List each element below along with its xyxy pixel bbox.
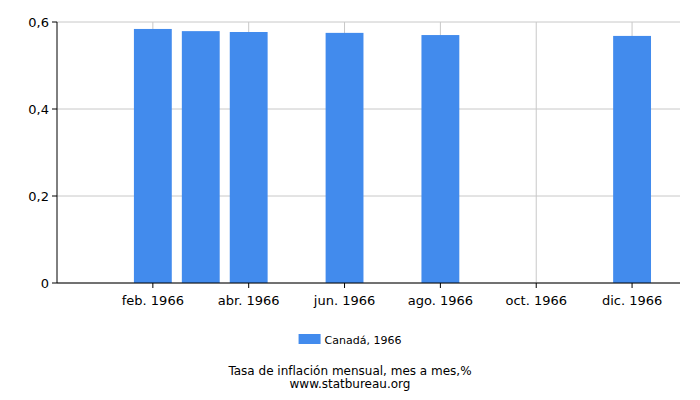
- axes: 0 0,2 0,4 0,6 feb. 1966 abr. 1966 jun. 1966 ago…: [28, 15, 662, 309]
- x-tick: [632, 283, 633, 288]
- y-tick-label: 0,2: [28, 189, 49, 204]
- y-tick: [52, 109, 57, 110]
- legend-label: Canadá, 1966: [325, 334, 402, 347]
- x-tick-label: jun. 1966: [313, 293, 375, 308]
- bar: [230, 32, 268, 283]
- y-tick: [52, 196, 57, 197]
- legend-swatch: [299, 334, 321, 344]
- bar: [182, 31, 220, 283]
- x-tick-label: oct. 1966: [505, 293, 567, 308]
- y-tick: [52, 283, 57, 284]
- chart-title: Tasa de inflación mensual, mes a mes,%: [227, 364, 471, 378]
- x-tick: [344, 283, 345, 288]
- chart-svg: 0 0,2 0,4 0,6 feb. 1966 abr. 1966 jun. 1966 ago…: [0, 0, 700, 400]
- x-tick: [152, 283, 153, 288]
- chart-subtitle: www.statbureau.org: [290, 377, 411, 391]
- x-tick: [440, 283, 441, 288]
- y-grid-line: [57, 283, 680, 284]
- y-axis-line: [57, 22, 58, 283]
- y-grid-line: [57, 22, 680, 23]
- bars: [134, 29, 651, 283]
- x-tick: [248, 283, 249, 288]
- y-tick: [52, 22, 57, 23]
- grid: [57, 22, 680, 283]
- x-tick-label: abr. 1966: [218, 293, 280, 308]
- chart-container: 0 0,2 0,4 0,6 feb. 1966 abr. 1966 jun. 1966 ago…: [0, 0, 700, 400]
- x-tick-label: dic. 1966: [602, 293, 662, 308]
- x-tick: [536, 283, 537, 288]
- x-tick-label: feb. 1966: [122, 293, 184, 308]
- x-grid-line: [536, 22, 537, 283]
- bar: [613, 36, 651, 283]
- y-tick-label: 0,4: [28, 102, 49, 117]
- y-tick-label: 0: [41, 276, 49, 291]
- x-axis-line: [57, 283, 680, 284]
- x-tick-label: ago. 1966: [408, 293, 473, 308]
- bar: [134, 29, 172, 283]
- legend: Canadá, 1966: [299, 334, 402, 347]
- bar: [421, 35, 459, 283]
- bar: [326, 33, 364, 283]
- y-tick-label: 0,6: [28, 15, 49, 30]
